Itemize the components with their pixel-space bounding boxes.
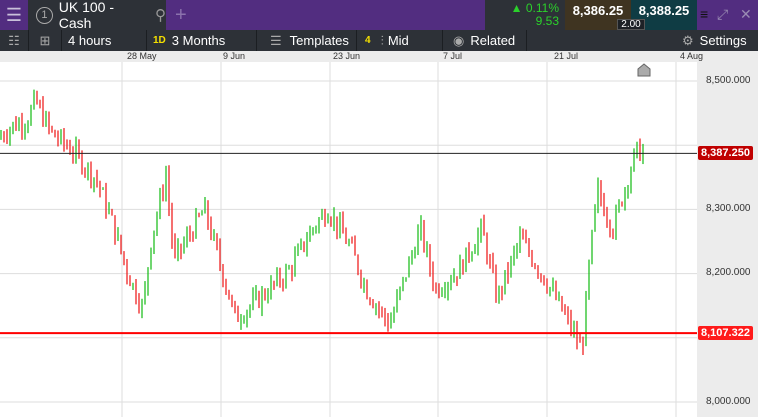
toolbar: ☷ ⊞ 4 hours 1D 3 Months ☰ Templates 4 ⫶ Mid …: [0, 30, 758, 51]
search-icon[interactable]: ⚲: [155, 7, 166, 24]
layout-icon[interactable]: ⊞: [29, 30, 62, 51]
menu-icon[interactable]: ☰: [5, 4, 23, 25]
y-tick: 8,000.000: [706, 396, 751, 407]
templates-button[interactable]: ☰ Templates: [260, 30, 357, 51]
spread: 2.00: [617, 19, 645, 30]
range-label: 3 Months: [171, 33, 226, 48]
add-tab-icon[interactable]: +: [175, 4, 187, 26]
x-tick: 7 Jul: [443, 51, 463, 61]
change-abs: 9.53: [535, 14, 559, 28]
list-icon[interactable]: ☷: [0, 30, 29, 51]
y-tick: 8,500.000: [706, 75, 751, 86]
y-tick: 8,200.000: [706, 267, 751, 278]
interval-select[interactable]: 4 hours: [62, 30, 147, 51]
y-tick: 8,300.000: [706, 203, 751, 214]
candles-icon: ⫶: [380, 32, 384, 48]
interval-label: 4 hours: [68, 33, 112, 48]
range-select[interactable]: 1D 3 Months: [147, 30, 257, 51]
eye-icon: ◉: [453, 32, 465, 48]
x-tick: 21 Jul: [554, 51, 579, 61]
instrument-tab[interactable]: 1 UK 100 - Cash ⚲: [28, 0, 166, 31]
current-price-label: 8,387.250: [698, 146, 753, 160]
scroll-latest-icon: [637, 63, 651, 77]
tab-number: 1: [36, 6, 53, 24]
up-arrow-icon: ▲: [510, 1, 526, 15]
drag-handle-icon[interactable]: ≡: [700, 6, 709, 22]
instrument-name: UK 100 - Cash: [58, 0, 114, 31]
x-tick: 23 Jun: [333, 51, 361, 61]
price-axis[interactable]: [697, 62, 758, 417]
x-tick: 4 Aug: [680, 51, 704, 61]
price-type-label: Mid: [387, 33, 409, 48]
x-tick: 28 May: [127, 51, 157, 61]
price-type-button[interactable]: 4 ⫶ Mid: [357, 30, 443, 51]
price-chart[interactable]: [0, 62, 697, 417]
level-label[interactable]: 8,107.322: [698, 326, 753, 340]
range-badge: 1D: [153, 35, 166, 46]
sliders-icon: ☰: [270, 32, 282, 48]
related-button[interactable]: ◉ Related: [443, 30, 527, 51]
date-axis: 28 May 9 Jun 23 Jun 7 Jul 21 Jul 4 Aug: [0, 51, 758, 62]
settings-button[interactable]: ⚙ Settings: [682, 30, 758, 51]
close-icon[interactable]: ✕: [740, 6, 752, 22]
count-badge: 4: [365, 35, 371, 46]
expand-icon[interactable]: ⤢: [717, 6, 729, 22]
x-tick: 9 Jun: [223, 51, 246, 61]
price-change: ▲ 0.11% 9.53: [485, 0, 565, 30]
change-pct: 0.11%: [525, 1, 559, 15]
settings-label: Settings: [699, 33, 747, 48]
gear-icon: ⚙: [682, 32, 694, 48]
related-label: Related: [470, 33, 516, 48]
templates-label: Templates: [289, 33, 349, 48]
